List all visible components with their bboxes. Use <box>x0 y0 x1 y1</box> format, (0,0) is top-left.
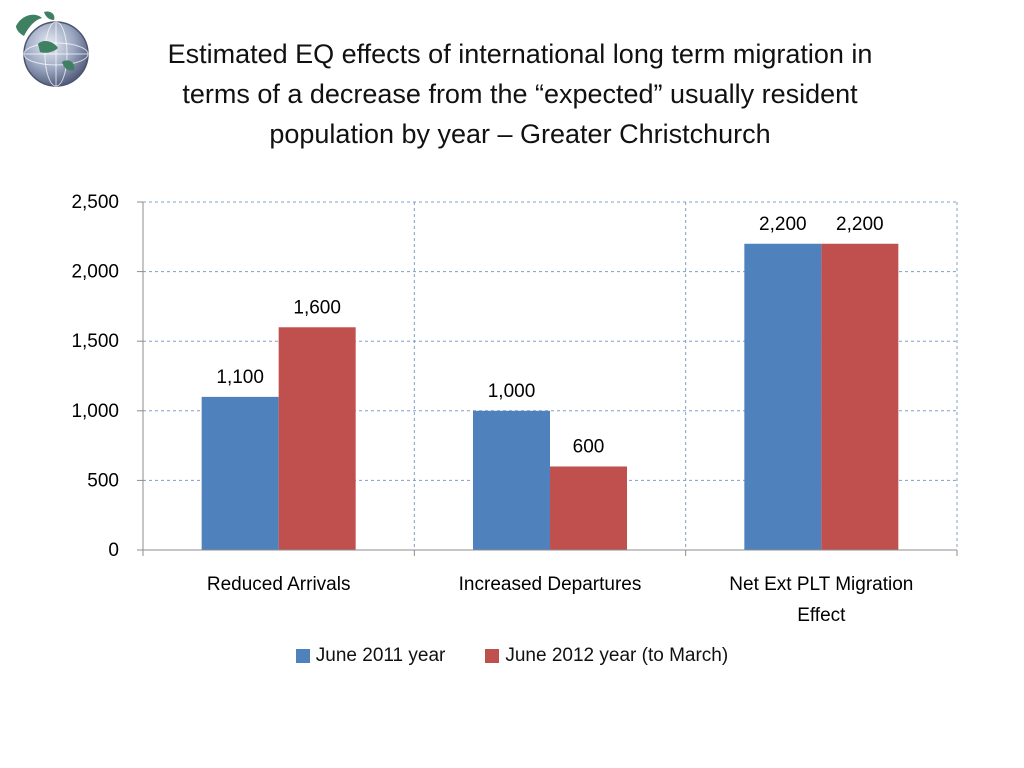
title-line: Estimated EQ effects of international lo… <box>167 39 873 69</box>
data-label: 2,200 <box>759 214 807 235</box>
legend-label: June 2011 year <box>315 645 446 666</box>
page-title: Estimated EQ effects of international lo… <box>100 34 940 154</box>
y-tick-label: 1,000 <box>71 401 119 422</box>
x-category-label: Effect <box>797 605 846 626</box>
legend-item-series-2: June 2012 year (to March) <box>485 645 728 667</box>
bar <box>550 466 627 550</box>
legend-label: June 2012 year (to March) <box>505 645 729 666</box>
y-tick-label: 500 <box>87 470 119 491</box>
data-label: 1,600 <box>293 297 341 318</box>
title-line: population by year – Greater Christchurc… <box>269 119 771 149</box>
x-category-label: Increased Departures <box>459 574 642 595</box>
globe-logo <box>10 8 90 88</box>
bar <box>821 243 899 550</box>
data-label: 600 <box>573 436 605 457</box>
legend-swatch <box>295 649 310 663</box>
data-label: 1,100 <box>216 367 264 388</box>
y-tick-label: 2,000 <box>71 262 119 283</box>
data-label: 2,200 <box>836 214 884 235</box>
bar-chart: 0 500 1,000 1,500 2,000 2,500 1,100 1,000 2,200 1… <box>71 192 958 626</box>
bar <box>278 327 356 550</box>
bar <box>744 243 822 550</box>
x-category-label: Reduced Arrivals <box>207 574 351 595</box>
x-category-label: Net Ext PLT Migration <box>729 574 913 595</box>
data-label: 1,000 <box>488 381 536 402</box>
y-tick-label: 2,500 <box>71 192 119 213</box>
y-tick-label: 1,500 <box>71 331 119 352</box>
globe-icon <box>16 11 89 87</box>
legend-item-series-1: June 2011 year <box>295 645 446 667</box>
bar <box>201 396 279 550</box>
bar <box>473 410 550 550</box>
title-line: terms of a decrease from the “expected” … <box>182 79 858 109</box>
y-tick-label: 0 <box>108 540 119 561</box>
legend-swatch <box>485 649 500 663</box>
chart-legend: June 2011 year June 2012 year (to March) <box>0 645 1024 667</box>
